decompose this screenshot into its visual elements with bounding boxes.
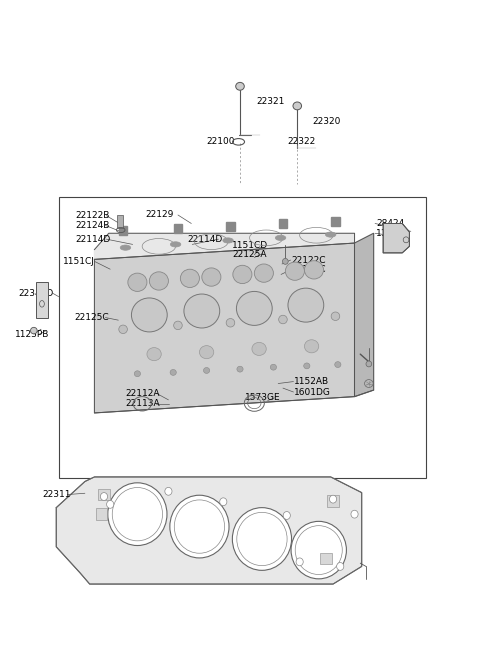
- Ellipse shape: [134, 371, 141, 377]
- Ellipse shape: [226, 319, 235, 327]
- Text: 1151CJ: 1151CJ: [63, 257, 96, 266]
- Text: 22114D: 22114D: [75, 235, 110, 243]
- Polygon shape: [56, 477, 362, 584]
- Ellipse shape: [31, 327, 37, 334]
- Bar: [96, 508, 108, 520]
- Ellipse shape: [336, 562, 344, 570]
- Text: 22124C: 22124C: [291, 266, 326, 274]
- Bar: [36, 282, 48, 318]
- Text: 1151CD: 1151CD: [232, 241, 268, 249]
- Text: 1123PB: 1123PB: [15, 330, 49, 339]
- Text: 22125C: 22125C: [74, 313, 108, 322]
- Text: 22320: 22320: [312, 117, 341, 126]
- Text: 1601DG: 1601DG: [294, 388, 331, 396]
- Text: 22113A: 22113A: [125, 400, 160, 408]
- Ellipse shape: [329, 495, 336, 503]
- Ellipse shape: [296, 558, 303, 565]
- Text: 1573GE: 1573GE: [245, 394, 280, 402]
- Ellipse shape: [180, 269, 199, 287]
- Ellipse shape: [132, 298, 167, 332]
- Text: 22114D: 22114D: [188, 235, 223, 243]
- Ellipse shape: [237, 291, 272, 325]
- Ellipse shape: [128, 273, 147, 291]
- Ellipse shape: [325, 232, 336, 237]
- Ellipse shape: [174, 321, 182, 329]
- Bar: [119, 226, 127, 236]
- Ellipse shape: [351, 510, 358, 518]
- Bar: [331, 217, 340, 226]
- Ellipse shape: [270, 364, 276, 370]
- Bar: [59, 197, 426, 478]
- Polygon shape: [95, 234, 355, 259]
- Ellipse shape: [107, 501, 114, 508]
- Ellipse shape: [304, 260, 324, 279]
- Ellipse shape: [279, 316, 287, 324]
- Ellipse shape: [170, 495, 229, 558]
- Ellipse shape: [335, 361, 341, 367]
- Ellipse shape: [291, 522, 347, 579]
- Text: 22311: 22311: [42, 490, 71, 499]
- Bar: [98, 489, 110, 501]
- Text: 22124B: 22124B: [75, 221, 110, 230]
- Ellipse shape: [202, 268, 221, 286]
- Ellipse shape: [108, 483, 167, 546]
- Bar: [117, 215, 122, 228]
- Ellipse shape: [204, 367, 210, 373]
- Ellipse shape: [252, 342, 266, 356]
- Ellipse shape: [293, 102, 301, 110]
- Ellipse shape: [165, 487, 172, 495]
- Ellipse shape: [304, 340, 319, 353]
- Bar: [327, 495, 339, 507]
- Ellipse shape: [283, 512, 290, 520]
- Ellipse shape: [220, 498, 227, 506]
- Ellipse shape: [120, 245, 131, 251]
- Ellipse shape: [237, 366, 243, 372]
- Polygon shape: [355, 234, 373, 397]
- Text: 22122B: 22122B: [75, 211, 110, 220]
- Ellipse shape: [184, 294, 220, 328]
- Polygon shape: [383, 224, 409, 253]
- Text: 22122C: 22122C: [291, 256, 326, 264]
- Text: 22129: 22129: [145, 211, 174, 220]
- Text: 28424: 28424: [376, 219, 404, 228]
- Ellipse shape: [288, 288, 324, 322]
- Ellipse shape: [199, 346, 214, 359]
- Text: 1152AB: 1152AB: [294, 377, 330, 386]
- Ellipse shape: [285, 262, 304, 280]
- Ellipse shape: [223, 238, 233, 243]
- Ellipse shape: [170, 242, 181, 247]
- Ellipse shape: [304, 363, 310, 369]
- Ellipse shape: [282, 258, 288, 264]
- Ellipse shape: [331, 312, 340, 321]
- Text: 22125A: 22125A: [232, 251, 267, 259]
- Text: 22321: 22321: [256, 98, 285, 106]
- Ellipse shape: [100, 493, 108, 501]
- Polygon shape: [95, 243, 355, 413]
- Ellipse shape: [366, 361, 372, 367]
- Bar: [226, 222, 235, 232]
- Text: 22100: 22100: [206, 136, 235, 146]
- Ellipse shape: [147, 348, 161, 361]
- Ellipse shape: [233, 265, 252, 283]
- Bar: [279, 219, 287, 228]
- Text: 1123PB: 1123PB: [376, 229, 410, 237]
- Ellipse shape: [149, 272, 168, 290]
- Ellipse shape: [170, 369, 176, 375]
- Text: 22322: 22322: [288, 136, 316, 146]
- Bar: [320, 553, 332, 564]
- Ellipse shape: [254, 264, 274, 282]
- Bar: [174, 224, 182, 234]
- Text: 22112A: 22112A: [125, 389, 160, 398]
- Ellipse shape: [232, 508, 291, 570]
- Ellipse shape: [236, 83, 244, 91]
- Ellipse shape: [119, 325, 127, 333]
- Ellipse shape: [276, 236, 286, 241]
- Text: 22341D: 22341D: [19, 289, 54, 298]
